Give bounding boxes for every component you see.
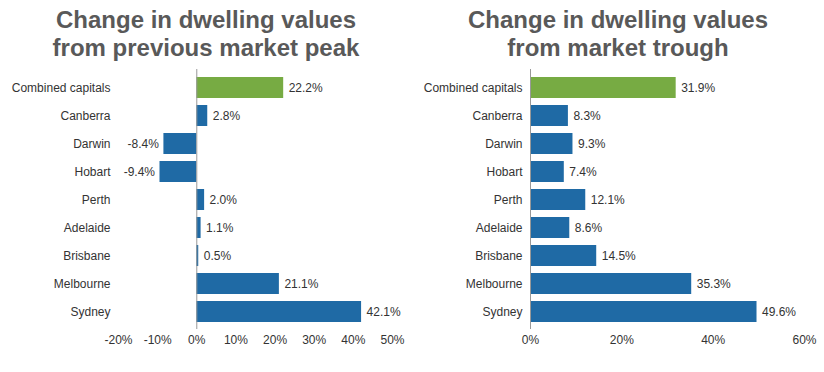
svg-text:Perth: Perth xyxy=(494,193,523,207)
svg-text:-10%: -10% xyxy=(144,333,172,347)
svg-text:Canberra: Canberra xyxy=(60,109,110,123)
svg-text:50%: 50% xyxy=(380,333,404,347)
svg-text:Combined capitals: Combined capitals xyxy=(12,81,111,95)
svg-text:Combined capitals: Combined capitals xyxy=(424,81,523,95)
svg-text:40%: 40% xyxy=(341,333,365,347)
svg-text:Hobart: Hobart xyxy=(74,165,111,179)
svg-text:Darwin: Darwin xyxy=(485,137,522,151)
svg-text:49.6%: 49.6% xyxy=(762,305,796,319)
svg-text:0%: 0% xyxy=(188,333,206,347)
svg-text:35.3%: 35.3% xyxy=(697,277,731,291)
svg-text:0%: 0% xyxy=(522,333,540,347)
svg-text:20%: 20% xyxy=(610,333,634,347)
svg-text:-20%: -20% xyxy=(104,333,132,347)
svg-text:Darwin: Darwin xyxy=(73,137,110,151)
html-text:Change in dwelling values from: Change in dwelling values from market tr… xyxy=(468,6,768,61)
svg-text:2.0%: 2.0% xyxy=(210,193,238,207)
svg-text:Canberra: Canberra xyxy=(472,109,522,123)
svg-text:Adelaide: Adelaide xyxy=(476,221,523,235)
svg-text:10%: 10% xyxy=(224,333,248,347)
html-text:Change in dwelling values from: Change in dwelling values from previous … xyxy=(52,6,360,61)
svg-text:12.1%: 12.1% xyxy=(591,193,625,207)
svg-text:8.6%: 8.6% xyxy=(575,221,603,235)
svg-text:2.8%: 2.8% xyxy=(213,109,241,123)
svg-text:Melbourne: Melbourne xyxy=(54,277,111,291)
svg-text:Brisbane: Brisbane xyxy=(63,249,111,263)
svg-text:1.1%: 1.1% xyxy=(206,221,234,235)
svg-text:Adelaide: Adelaide xyxy=(64,221,111,235)
svg-text:-9.4%: -9.4% xyxy=(124,165,156,179)
svg-text:31.9%: 31.9% xyxy=(681,81,715,95)
svg-text:30%: 30% xyxy=(302,333,326,347)
svg-text:Brisbane: Brisbane xyxy=(475,249,523,263)
svg-text:60%: 60% xyxy=(792,333,816,347)
svg-text:9.3%: 9.3% xyxy=(578,137,606,151)
svg-text:Melbourne: Melbourne xyxy=(466,277,523,291)
svg-text:40%: 40% xyxy=(701,333,725,347)
svg-text:Sydney: Sydney xyxy=(70,305,110,319)
svg-text:20%: 20% xyxy=(263,333,287,347)
svg-text:0.5%: 0.5% xyxy=(204,249,232,263)
svg-text:Perth: Perth xyxy=(82,193,111,207)
svg-text:Hobart: Hobart xyxy=(486,165,523,179)
svg-text:22.2%: 22.2% xyxy=(289,81,323,95)
svg-text:-8.4%: -8.4% xyxy=(128,137,160,151)
svg-text:8.3%: 8.3% xyxy=(573,109,601,123)
svg-text:21.1%: 21.1% xyxy=(284,277,318,291)
svg-text:7.4%: 7.4% xyxy=(569,165,597,179)
svg-text:Sydney: Sydney xyxy=(482,305,522,319)
svg-text:14.5%: 14.5% xyxy=(602,249,636,263)
svg-text:42.1%: 42.1% xyxy=(367,305,401,319)
